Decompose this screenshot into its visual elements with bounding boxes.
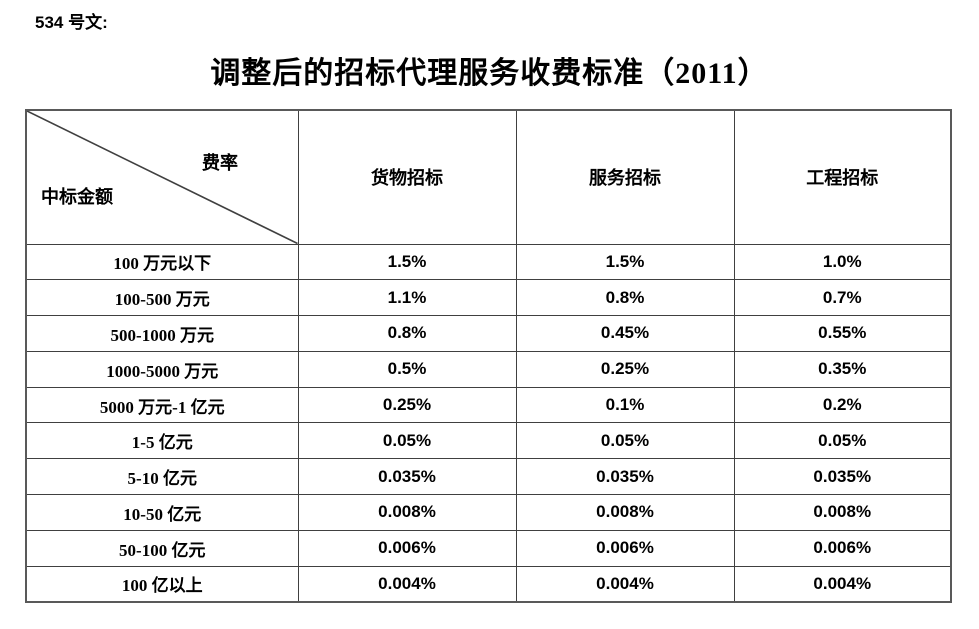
table-row: 100 万元以下 1.5% 1.5% 1.0% — [25, 243, 952, 281]
table-row: 1-5 亿元 0.05% 0.05% 0.05% — [25, 422, 952, 460]
engineering-rate-cell: 0.35% — [733, 350, 952, 388]
goods-rate-cell: 1.1% — [297, 279, 517, 317]
table-row: 100-500 万元 1.1% 0.8% 0.7% — [25, 279, 952, 317]
services-rate-cell: 0.05% — [515, 422, 735, 460]
doc-number-label: 534 号文: — [35, 13, 108, 32]
goods-rate-cell: 0.006% — [297, 529, 517, 567]
table-row: 1000-5000 万元 0.5% 0.25% 0.35% — [25, 350, 952, 388]
table-body: 100 万元以下 1.5% 1.5% 1.0% 100-500 万元 1.1% … — [25, 243, 952, 603]
services-rate-cell: 0.004% — [515, 565, 735, 603]
services-rate-cell: 0.006% — [515, 529, 735, 567]
amount-range-cell: 100 亿以上 — [25, 565, 299, 603]
column-header-goods: 货物招标 — [297, 109, 517, 245]
table-row: 50-100 亿元 0.006% 0.006% 0.006% — [25, 529, 952, 567]
fee-rate-table: 费率 中标金额 货物招标 服务招标 工程招标 100 万元以下 1.5% 1.5… — [25, 109, 952, 603]
goods-rate-cell: 0.004% — [297, 565, 517, 603]
table-header-row: 费率 中标金额 货物招标 服务招标 工程招标 — [25, 109, 952, 245]
goods-rate-cell: 0.008% — [297, 494, 517, 531]
engineering-rate-cell: 0.55% — [733, 315, 952, 352]
goods-rate-cell: 1.5% — [297, 243, 517, 281]
services-rate-cell: 0.25% — [515, 350, 735, 388]
engineering-rate-cell: 0.7% — [733, 279, 952, 317]
page-title: 调整后的招标代理服务收费标准（2011） — [210, 57, 769, 90]
engineering-rate-cell: 0.05% — [733, 422, 952, 460]
table-row: 5000 万元-1 亿元 0.25% 0.1% 0.2% — [25, 386, 952, 424]
goods-rate-cell: 0.05% — [297, 422, 517, 460]
amount-range-cell: 1-5 亿元 — [25, 422, 299, 460]
amount-range-cell: 500-1000 万元 — [25, 315, 299, 352]
amount-range-cell: 10-50 亿元 — [25, 494, 299, 531]
column-header-services: 服务招标 — [515, 109, 735, 245]
amount-range-cell: 5000 万元-1 亿元 — [25, 386, 299, 424]
amount-range-cell: 100-500 万元 — [25, 279, 299, 317]
engineering-rate-cell: 0.004% — [733, 565, 952, 603]
corner-header-cell: 费率 中标金额 — [25, 109, 299, 245]
amount-range-cell: 100 万元以下 — [25, 243, 299, 281]
services-rate-cell: 0.1% — [515, 386, 735, 424]
services-rate-cell: 1.5% — [515, 243, 735, 281]
engineering-rate-cell: 0.008% — [733, 494, 952, 531]
goods-rate-cell: 0.035% — [297, 458, 517, 496]
engineering-rate-cell: 0.006% — [733, 529, 952, 567]
goods-rate-cell: 0.25% — [297, 386, 517, 424]
services-rate-cell: 0.008% — [515, 494, 735, 531]
amount-range-cell: 1000-5000 万元 — [25, 350, 299, 388]
table-row: 5-10 亿元 0.035% 0.035% 0.035% — [25, 458, 952, 496]
amount-range-cell: 50-100 亿元 — [25, 529, 299, 567]
corner-label-amount: 中标金额 — [41, 187, 113, 207]
table-row: 500-1000 万元 0.8% 0.45% 0.55% — [25, 315, 952, 352]
column-header-engineering: 工程招标 — [733, 109, 952, 245]
engineering-rate-cell: 1.0% — [733, 243, 952, 281]
goods-rate-cell: 0.8% — [297, 315, 517, 352]
services-rate-cell: 0.035% — [515, 458, 735, 496]
amount-range-cell: 5-10 亿元 — [25, 458, 299, 496]
engineering-rate-cell: 0.035% — [733, 458, 952, 496]
engineering-rate-cell: 0.2% — [733, 386, 952, 424]
corner-label-rate: 费率 — [202, 153, 238, 173]
goods-rate-cell: 0.5% — [297, 350, 517, 388]
table-row: 10-50 亿元 0.008% 0.008% 0.008% — [25, 494, 952, 531]
diagonal-divider-line — [27, 111, 298, 244]
services-rate-cell: 0.8% — [515, 279, 735, 317]
table-row: 100 亿以上 0.004% 0.004% 0.004% — [25, 565, 952, 603]
services-rate-cell: 0.45% — [515, 315, 735, 352]
